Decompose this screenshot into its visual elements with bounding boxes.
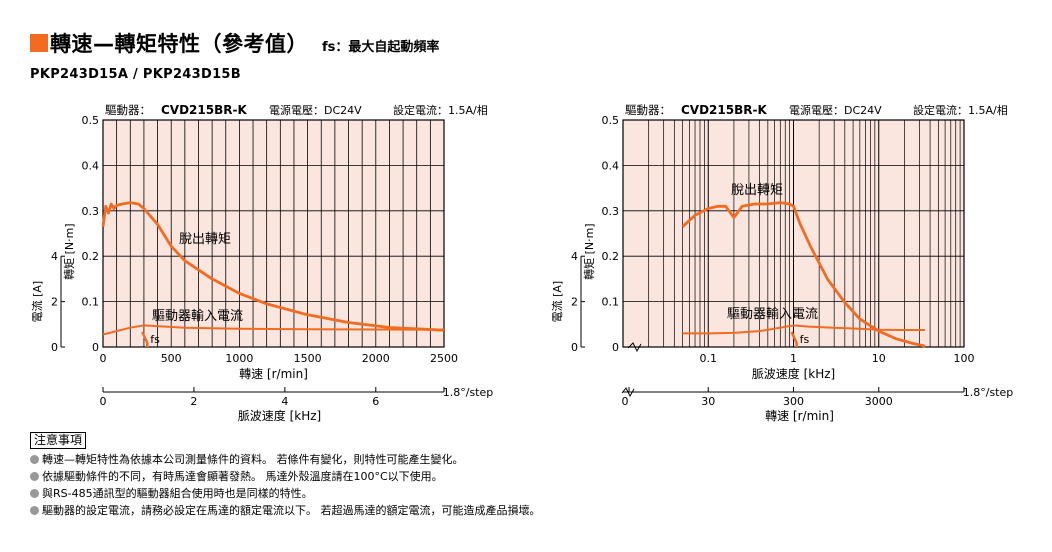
x-tick-label: 2500: [430, 352, 458, 365]
step-angle-label: 1.8°/step: [443, 386, 494, 399]
pullout-torque-line: [681, 201, 926, 348]
x-tick-label: 1500: [294, 352, 322, 365]
pullout-torque-line: [101, 201, 445, 332]
secondary-axis-title: 脈波速度 [kHz]: [238, 408, 321, 423]
supply-voltage: 電源電壓：DC24V: [789, 103, 882, 117]
x-tick-label: 0: [100, 352, 107, 365]
y-axis-title: 轉矩 [N·m]: [63, 223, 76, 280]
secondary-tick-label: 30: [701, 395, 715, 408]
x-axis-title: 脈波速度 [kHz]: [752, 366, 835, 381]
note-text: 與RS-485通訊型的驅動器組合使用時也是同樣的特性。: [42, 487, 313, 500]
driver-label: 驅動器：: [625, 103, 671, 117]
notes-section: 注意事項 轉速—轉矩特性為依據本公司測量條件的資料。 若條件有變化，則特性可能產…: [30, 432, 541, 519]
input-current-line: [682, 324, 926, 335]
x-tick-label: 100: [954, 352, 975, 365]
x-axis-title: 轉速 [r/min]: [239, 367, 308, 381]
y-tick-label: 0.2: [602, 250, 620, 263]
note-text: 依據驅動條件的不同，有時馬達會顯著發熱。 馬達外殼溫度請在100°C以下使用。: [42, 470, 443, 483]
y-tick-label: 0: [612, 341, 619, 354]
y-tick-label: 0.3: [82, 205, 100, 218]
driver-model: CVD215BR-K: [681, 103, 767, 117]
secondary-axis-title: 轉速 [r/min]: [765, 409, 834, 423]
secondary-tick-label: 4: [281, 395, 288, 408]
fs-label: fs: [150, 333, 160, 346]
current-tick-label: 4: [51, 250, 58, 263]
note-item: 依據驅動條件的不同，有時馬達會顯著發熱。 馬達外殼溫度請在100°C以下使用。: [30, 468, 541, 485]
y-tick-label: 0.3: [602, 205, 620, 218]
axis-break-mark: [621, 387, 635, 398]
secondary-tick-label: 0: [622, 395, 629, 408]
secondary-tick-label: 300: [783, 395, 804, 408]
series-label-pullout-torque: 脫出轉矩: [179, 232, 231, 247]
notes-title: 注意事項: [30, 432, 87, 449]
model-name: PKP243D15A / PKP243D15B: [30, 67, 241, 82]
y-tick-label: 0.5: [82, 114, 100, 127]
x-tick-label: 0.1: [700, 352, 718, 365]
y-tick-label: 0.2: [82, 250, 100, 263]
bullet-icon: [30, 455, 39, 464]
note-text: 驅動器的設定電流，請務必設定在馬達的額定電流以下。 若超過馬達的額定電流，可能造…: [42, 504, 541, 517]
series-label-pullout-torque: 脫出轉矩: [731, 183, 783, 198]
note-item: 與RS-485通訊型的驅動器組合使用時也是同樣的特性。: [30, 485, 541, 502]
x-tick-label: 1000: [225, 352, 253, 365]
note-item: 轉速—轉矩特性為依據本公司測量條件的資料。 若條件有變化，則特性可能產生變化。: [30, 451, 541, 468]
fs-label: fs: [800, 333, 810, 346]
fs-marker: [141, 331, 149, 347]
set-current: 設定電流：1.5A/相: [393, 103, 488, 117]
current-tick-label: 0: [51, 341, 58, 354]
y-tick-label: 0.1: [602, 296, 620, 309]
plot-background: [103, 120, 444, 347]
series-label-input-current: 驅動器輸入電流: [727, 307, 818, 322]
y-tick-label: 0: [92, 341, 99, 354]
current-axis-title: 電流 [A]: [30, 281, 44, 323]
note-item: 驅動器的設定電流，請務必設定在馬達的額定電流以下。 若超過馬達的額定電流，可能造…: [30, 502, 541, 519]
secondary-tick-label: 0: [100, 395, 107, 408]
orange-square-marker: [30, 34, 48, 52]
y-tick-label: 0.4: [82, 159, 100, 172]
set-current: 設定電流：1.5A/相: [913, 103, 1008, 117]
driver-label: 驅動器：: [105, 103, 151, 117]
current-tick-label: 4: [571, 250, 578, 263]
plot-frame: [622, 119, 965, 348]
axis-break-mark: [627, 342, 642, 353]
x-tick-label: 2000: [362, 352, 390, 365]
y-tick-label: 0.4: [602, 159, 620, 172]
driver-model: CVD215BR-K: [161, 103, 247, 117]
bullet-icon: [30, 489, 39, 498]
bullet-icon: [30, 506, 39, 515]
series-label-input-current: 驅動器輸入電流: [152, 309, 243, 324]
chart-right: 0 0.1 0.2 0.3 0.4 0.5 0 2 4 轉矩 [N·m] 電流 [A] 驅動器： CVD…: [550, 103, 1013, 423]
secondary-tick-label: 2: [190, 395, 197, 408]
x-tick-label: 10: [872, 352, 886, 365]
secondary-tick-label: 6: [372, 395, 379, 408]
x-tick-label: 1: [790, 352, 797, 365]
fs-note: fs：最大自起動頻率: [322, 39, 440, 55]
bullet-icon: [30, 472, 39, 481]
plot-frame: [102, 119, 445, 348]
y-tick-label: 0.1: [82, 296, 100, 309]
note-text: 轉速—轉矩特性為依據本公司測量條件的資料。 若條件有變化，則特性可能產生變化。: [42, 453, 464, 466]
current-tick-label: 2: [571, 296, 578, 309]
current-tick-label: 2: [51, 296, 58, 309]
section-header: 轉速—轉矩特性（參考值） fs：最大自起動頻率: [30, 30, 439, 56]
x-tick-label: 500: [161, 352, 182, 365]
input-current-line: [102, 324, 445, 336]
section-title: 轉速—轉矩特性（參考值）: [50, 32, 308, 56]
chart-left: 0 0.1 0.2 0.3 0.4 0.5 0 2 4 轉矩 [N·m] 電流 [A] 驅動器： CVD…: [30, 103, 493, 423]
y-axis-title: 轉矩 [N·m]: [583, 223, 596, 280]
current-axis-title: 電流 [A]: [550, 281, 564, 323]
current-tick-label: 0: [571, 341, 578, 354]
fs-marker: [790, 331, 798, 347]
y-tick-label: 0.5: [602, 114, 620, 127]
secondary-tick-label: 3000: [865, 395, 893, 408]
supply-voltage: 電源電壓：DC24V: [269, 103, 362, 117]
step-angle-label: 1.8°/step: [963, 386, 1014, 399]
